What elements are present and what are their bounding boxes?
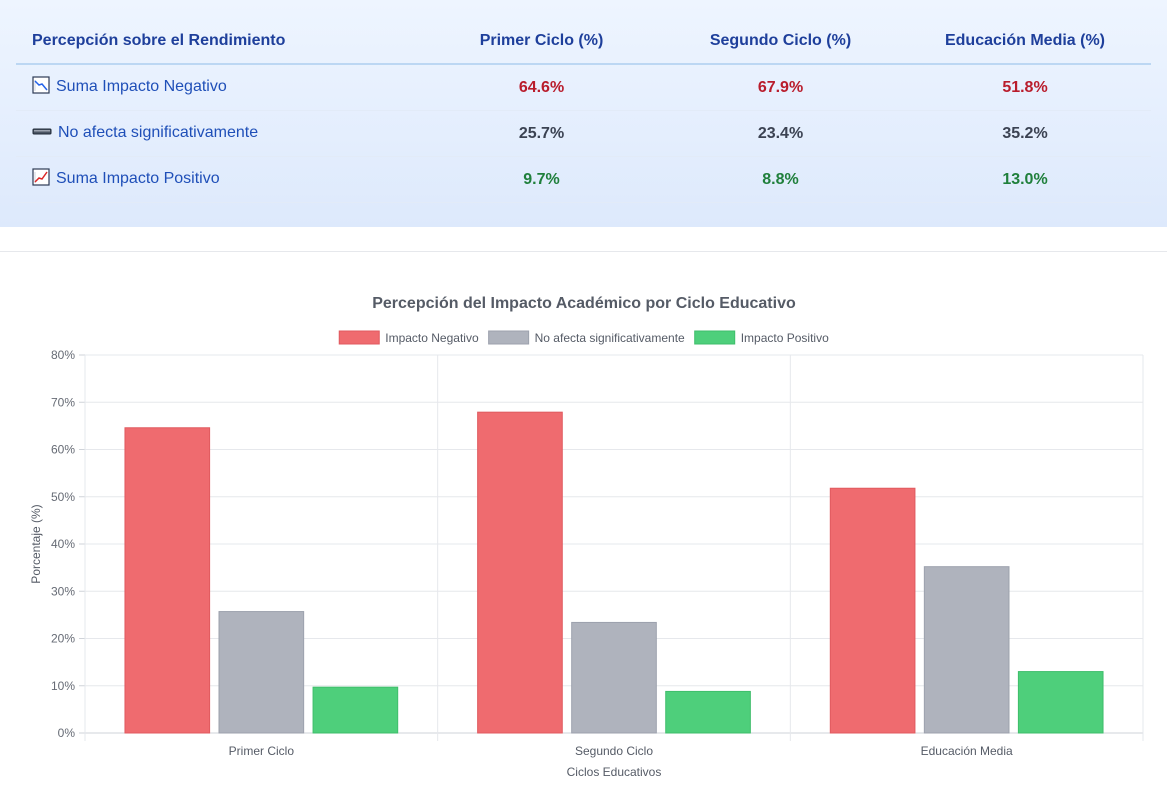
x-axis-labels: Primer Ciclo Segundo Ciclo Educación Media xyxy=(229,744,1013,758)
row-label: No afecta significativamente xyxy=(58,124,259,141)
x-tick-label: Primer Ciclo xyxy=(229,744,295,758)
value-cell: 67.9% xyxy=(662,64,899,111)
chart-grid: 0% 10% 20% 30% 40% 50% 60% 70% 80% xyxy=(51,348,1144,741)
legend-item[interactable]: Impacto Negativo xyxy=(338,330,479,345)
chart-legend: Impacto Negativo No afecta significativam… xyxy=(338,330,829,345)
minus-bar-icon xyxy=(32,122,52,145)
bar-impacto-positivo xyxy=(665,690,751,734)
header-segundo-ciclo: Segundo Ciclo (%) xyxy=(662,18,899,65)
x-tick-label: Segundo Ciclo xyxy=(575,744,653,758)
chart-increasing-icon xyxy=(32,168,50,191)
x-tick-label: Educación Media xyxy=(921,744,1013,758)
legend-label: Impacto Positivo xyxy=(741,331,829,345)
y-tick-label: 20% xyxy=(51,632,75,646)
table-header-row: Percepción sobre el Rendimiento Primer C… xyxy=(16,18,1151,65)
table-row: Suma Impacto Positivo 9.7% 8.8% 13.0% xyxy=(16,156,1151,203)
legend-item[interactable]: Impacto Positivo xyxy=(694,330,829,345)
y-tick-label: 0% xyxy=(58,726,76,740)
legend-swatch xyxy=(694,330,736,345)
value-cell: 25.7% xyxy=(421,110,662,157)
y-tick-label: 50% xyxy=(51,490,75,504)
legend-swatch xyxy=(338,330,380,345)
table-row: No afecta significativamente 25.7% 23.4%… xyxy=(16,110,1151,157)
value-cell: 23.4% xyxy=(662,110,899,157)
header-educacion-media: Educación Media (%) xyxy=(899,18,1151,65)
bar-impacto-negativo xyxy=(829,487,916,734)
x-axis-title: Ciclos Educativos xyxy=(567,765,662,779)
bar-impacto-negativo xyxy=(477,411,563,734)
legend-label: No afecta significativamente xyxy=(535,331,685,345)
row-label-cell: Suma Impacto Positivo xyxy=(16,156,421,203)
value-cell: 51.8% xyxy=(899,64,1151,111)
y-tick-label: 60% xyxy=(51,443,75,457)
legend-swatch xyxy=(488,330,530,345)
row-label-cell: Suma Impacto Negativo xyxy=(16,64,421,111)
y-tick-label: 80% xyxy=(51,348,75,362)
value-cell: 9.7% xyxy=(421,156,662,203)
y-tick-label: 30% xyxy=(51,584,75,598)
chart-title: Percepción del Impacto Académico por Cic… xyxy=(372,295,796,312)
row-label-cell: No afecta significativamente xyxy=(16,110,421,157)
row-label: Suma Impacto Positivo xyxy=(56,170,220,187)
legend-item[interactable]: No afecta significativamente xyxy=(488,330,685,345)
value-cell: 8.8% xyxy=(662,156,899,203)
row-label: Suma Impacto Negativo xyxy=(56,78,227,95)
section-divider xyxy=(0,251,1167,252)
bar-no-afecta-significativamente xyxy=(218,611,305,734)
y-tick-label: 70% xyxy=(51,395,75,409)
y-tick-label: 40% xyxy=(51,537,75,551)
value-cell: 64.6% xyxy=(421,64,662,111)
y-tick-label: 10% xyxy=(51,679,75,693)
table-row: Suma Impacto Negativo 64.6% 67.9% 51.8% xyxy=(16,64,1151,111)
y-axis-title: Porcentaje (%) xyxy=(29,504,43,583)
bar-chart: Percepción del Impacto Académico por Cic… xyxy=(29,295,1144,779)
legend-label: Impacto Negativo xyxy=(385,331,479,345)
chart-bars xyxy=(124,411,1104,734)
bar-no-afecta-significativamente xyxy=(923,566,1010,734)
perception-table: Percepción sobre el Rendimiento Primer C… xyxy=(16,18,1151,203)
value-cell: 13.0% xyxy=(899,156,1151,203)
value-cell: 35.2% xyxy=(899,110,1151,157)
bar-no-afecta-significativamente xyxy=(571,621,657,734)
bar-impacto-positivo xyxy=(312,686,399,734)
bar-impacto-positivo xyxy=(1017,671,1104,734)
header-perception: Percepción sobre el Rendimiento xyxy=(16,18,421,65)
bar-impacto-negativo xyxy=(124,427,211,734)
header-primer-ciclo: Primer Ciclo (%) xyxy=(421,18,662,65)
chart-decreasing-icon xyxy=(32,76,50,99)
